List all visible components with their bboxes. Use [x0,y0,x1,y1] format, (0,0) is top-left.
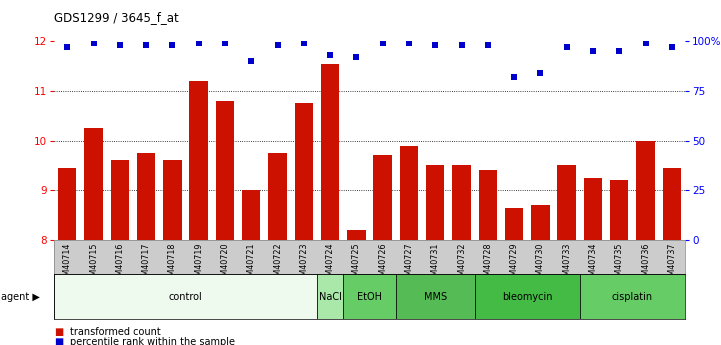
Bar [110,160,129,240]
Bar [580,274,685,319]
Text: GSM40716: GSM40716 [115,243,124,286]
Text: GSM40737: GSM40737 [668,243,676,286]
Text: bleomycin: bleomycin [502,292,552,302]
Bar [295,104,313,240]
Text: control: control [169,292,203,302]
Text: GSM40732: GSM40732 [457,243,466,286]
Point [193,41,205,46]
Text: GSM40717: GSM40717 [141,243,151,286]
Bar [163,160,182,240]
Text: GSM40719: GSM40719 [194,243,203,286]
Point [666,45,678,50]
Text: EtOH: EtOH [357,292,382,302]
Text: GSM40727: GSM40727 [404,243,413,286]
Bar [54,274,317,319]
Bar [452,165,471,240]
Text: GSM40733: GSM40733 [562,243,571,286]
Text: GSM40714: GSM40714 [63,243,71,286]
Text: GSM40722: GSM40722 [273,243,282,286]
Text: GSM40721: GSM40721 [247,243,256,286]
Point [88,41,99,46]
Text: ■: ■ [54,337,63,345]
Point [245,59,257,64]
Text: GSM40726: GSM40726 [378,243,387,286]
Point [403,41,415,46]
Text: GSM40715: GSM40715 [89,243,98,286]
Bar [426,165,444,240]
Text: GSM40728: GSM40728 [483,243,492,286]
Point [114,43,125,48]
Bar [317,274,343,319]
Bar [137,153,155,240]
Point [587,49,598,54]
Bar [474,274,580,319]
Bar [58,168,76,240]
Point [61,45,73,50]
Text: transformed count: transformed count [70,327,161,337]
Text: GSM40724: GSM40724 [326,243,335,286]
Text: GSM40730: GSM40730 [536,243,545,286]
Text: GSM40718: GSM40718 [168,243,177,286]
Bar [348,230,366,240]
Point [534,70,546,76]
Point [456,43,467,48]
Text: ■: ■ [54,327,63,337]
Point [324,52,336,58]
Bar [216,101,234,240]
Point [167,43,178,48]
Text: GSM40729: GSM40729 [510,243,518,286]
Text: cisplatin: cisplatin [612,292,653,302]
Bar [479,170,497,240]
Text: percentile rank within the sample: percentile rank within the sample [70,337,235,345]
Text: NaCl: NaCl [319,292,342,302]
Bar [242,190,260,240]
Bar [399,146,418,240]
Bar [373,156,392,240]
Bar [610,180,629,240]
Text: GSM40736: GSM40736 [641,243,650,286]
Bar [321,64,340,240]
Bar [343,274,396,319]
Point [508,75,520,80]
Bar [663,168,681,240]
Bar [557,165,576,240]
Text: GDS1299 / 3645_f_at: GDS1299 / 3645_f_at [54,11,179,24]
Bar [268,153,287,240]
Point [430,43,441,48]
Point [482,43,494,48]
Point [141,43,152,48]
Bar [396,274,474,319]
Bar [84,128,102,240]
Text: GSM40725: GSM40725 [352,243,361,286]
Text: GSM40735: GSM40735 [615,243,624,286]
Point [350,55,362,60]
Point [219,41,231,46]
Text: GSM40720: GSM40720 [221,243,229,286]
Point [377,41,389,46]
Bar [531,205,549,240]
Text: MMS: MMS [424,292,447,302]
Point [272,43,283,48]
Bar [637,141,655,240]
Point [561,45,572,50]
Text: GSM40723: GSM40723 [299,243,309,286]
Point [614,49,625,54]
Point [298,41,309,46]
Text: GSM40734: GSM40734 [588,243,598,286]
Bar [190,81,208,240]
Bar [505,208,523,240]
Text: agent ▶: agent ▶ [1,293,40,302]
Text: GSM40731: GSM40731 [430,243,440,286]
Bar [584,178,602,240]
Point [640,41,651,46]
